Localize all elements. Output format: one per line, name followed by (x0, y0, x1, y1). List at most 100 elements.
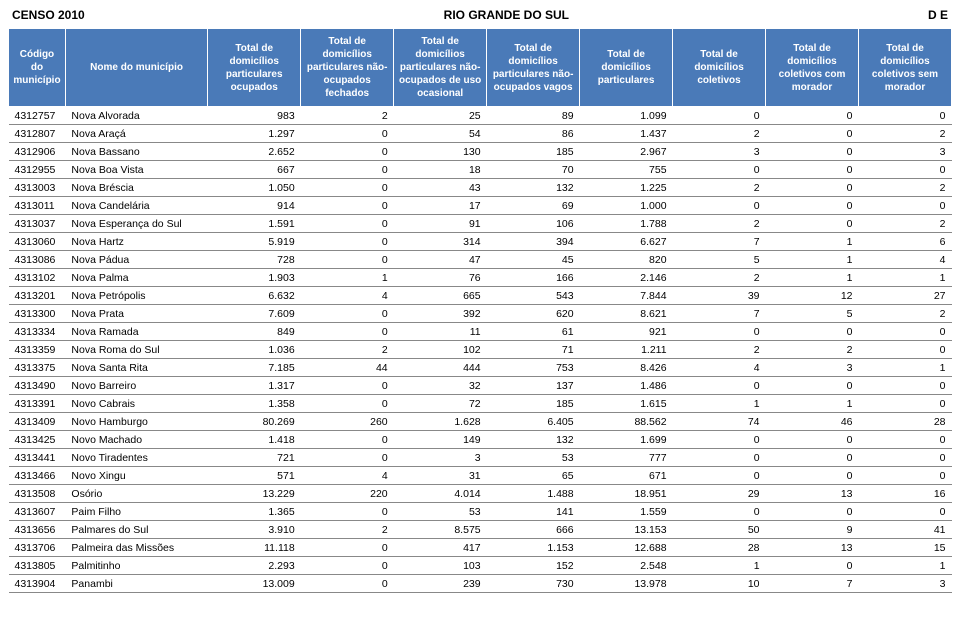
cell: 72 (394, 395, 487, 413)
cell: 0 (766, 143, 859, 161)
cell: 0 (766, 431, 859, 449)
col-header-9: Total de domicílios coletivos sem morado… (859, 29, 952, 107)
cell: 2.967 (580, 143, 673, 161)
cell: 0 (301, 557, 394, 575)
cell: 1.297 (208, 125, 301, 143)
col-header-1: Nome do município (65, 29, 207, 107)
table-row: 4313011Nova Candelária914017691.000000 (9, 197, 952, 215)
cell: 4313102 (9, 269, 66, 287)
table-row: 4313508Osório13.2292204.0141.48818.95129… (9, 485, 952, 503)
table-row: 4312906Nova Bassano2.65201301852.967303 (9, 143, 952, 161)
table-row: 4313102Nova Palma1.9031761662.146211 (9, 269, 952, 287)
table-row: 4313441Novo Tiradentes7210353777000 (9, 449, 952, 467)
cell: Novo Tiradentes (65, 449, 207, 467)
cell: 1.488 (487, 485, 580, 503)
cell: 0 (859, 467, 952, 485)
cell: Novo Barreiro (65, 377, 207, 395)
cell: 4313011 (9, 197, 66, 215)
cell: 5 (673, 251, 766, 269)
cell: 102 (394, 341, 487, 359)
cell: 721 (208, 449, 301, 467)
cell: 728 (208, 251, 301, 269)
cell: 11.118 (208, 539, 301, 557)
cell: 543 (487, 287, 580, 305)
cell: Novo Cabrais (65, 395, 207, 413)
cell: 91 (394, 215, 487, 233)
cell: 27 (859, 287, 952, 305)
cell: 86 (487, 125, 580, 143)
page-header: CENSO 2010 RIO GRANDE DO SUL D E (8, 8, 952, 22)
cell: 1.099 (580, 107, 673, 125)
cell: 18 (394, 161, 487, 179)
cell: 28 (673, 539, 766, 557)
cell: 4313201 (9, 287, 66, 305)
cell: 53 (394, 503, 487, 521)
cell: 0 (766, 449, 859, 467)
cell: 666 (487, 521, 580, 539)
cell: 4313490 (9, 377, 66, 395)
cell: 7.185 (208, 359, 301, 377)
cell: 1 (673, 395, 766, 413)
cell: 0 (859, 161, 952, 179)
cell: 0 (859, 197, 952, 215)
cell: 45 (487, 251, 580, 269)
cell: Nova Bassano (65, 143, 207, 161)
cell: 31 (394, 467, 487, 485)
cell: 3 (394, 449, 487, 467)
cell: 0 (301, 449, 394, 467)
cell: 239 (394, 575, 487, 593)
cell: 1.225 (580, 179, 673, 197)
cell: 1.591 (208, 215, 301, 233)
cell: 11 (394, 323, 487, 341)
col-header-2: Total de domicílios particulares ocupado… (208, 29, 301, 107)
cell: 166 (487, 269, 580, 287)
cell: 2 (766, 341, 859, 359)
cell: 141 (487, 503, 580, 521)
cell: 13.153 (580, 521, 673, 539)
cell: 137 (487, 377, 580, 395)
cell: 132 (487, 179, 580, 197)
cell: 15 (859, 539, 952, 557)
cell: 0 (766, 107, 859, 125)
col-header-0: Código do município (9, 29, 66, 107)
cell: 4313706 (9, 539, 66, 557)
cell: Nova Araçá (65, 125, 207, 143)
cell: 571 (208, 467, 301, 485)
cell: 28 (859, 413, 952, 431)
cell: 1 (859, 557, 952, 575)
table-row: 4313060Nova Hartz5.91903143946.627716 (9, 233, 952, 251)
cell: 665 (394, 287, 487, 305)
cell: 1.211 (580, 341, 673, 359)
cell: Nova Esperança do Sul (65, 215, 207, 233)
cell: 220 (301, 485, 394, 503)
cell: 0 (859, 107, 952, 125)
cell: 89 (487, 107, 580, 125)
cell: 0 (301, 125, 394, 143)
cell: 0 (673, 197, 766, 215)
cell: 43 (394, 179, 487, 197)
cell: Nova Ramada (65, 323, 207, 341)
cell: 7.609 (208, 305, 301, 323)
cell: Novo Hamburgo (65, 413, 207, 431)
cell: 2 (673, 125, 766, 143)
cell: 1.365 (208, 503, 301, 521)
cell: 25 (394, 107, 487, 125)
cell: 185 (487, 143, 580, 161)
cell: 1 (301, 269, 394, 287)
cell: 755 (580, 161, 673, 179)
cell: 1.788 (580, 215, 673, 233)
table-header: Código do municípioNome do municípioTota… (9, 29, 952, 107)
cell: 41 (859, 521, 952, 539)
cell: 1.559 (580, 503, 673, 521)
cell: 6 (859, 233, 952, 251)
cell: 88.562 (580, 413, 673, 431)
cell: 4313607 (9, 503, 66, 521)
cell: 1.615 (580, 395, 673, 413)
cell: 103 (394, 557, 487, 575)
col-header-5: Total de domicílios particulares não-ocu… (487, 29, 580, 107)
col-header-3: Total de domicílios particulares não-ocu… (301, 29, 394, 107)
cell: 820 (580, 251, 673, 269)
cell: 3 (859, 143, 952, 161)
cell: Novo Xingu (65, 467, 207, 485)
cell: 6.632 (208, 287, 301, 305)
